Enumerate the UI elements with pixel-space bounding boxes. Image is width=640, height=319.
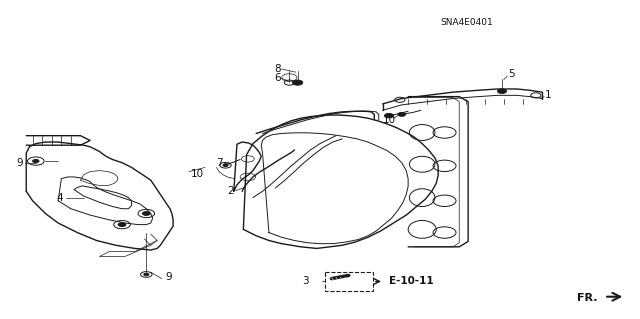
Text: 5: 5	[508, 69, 515, 79]
Text: E-10-11: E-10-11	[389, 277, 433, 286]
Circle shape	[118, 223, 126, 226]
Text: 6: 6	[274, 72, 280, 83]
Circle shape	[223, 164, 228, 167]
Text: FR.: FR.	[577, 293, 598, 303]
Circle shape	[144, 273, 149, 276]
Text: 4: 4	[57, 193, 63, 203]
Circle shape	[143, 211, 150, 215]
Text: SNA4E0401: SNA4E0401	[440, 18, 493, 27]
Text: 9: 9	[166, 272, 172, 282]
Text: 7: 7	[216, 158, 223, 168]
Circle shape	[497, 89, 506, 93]
Text: 10: 10	[383, 115, 396, 125]
Text: 10: 10	[191, 169, 204, 179]
Text: 9: 9	[17, 158, 23, 168]
Circle shape	[292, 80, 303, 85]
Bar	[325, 272, 373, 291]
Text: 2: 2	[227, 186, 234, 196]
Circle shape	[33, 160, 39, 163]
Circle shape	[385, 114, 394, 118]
Circle shape	[398, 113, 406, 116]
Text: 8: 8	[274, 64, 280, 74]
Text: 3: 3	[303, 277, 309, 286]
Text: 1: 1	[545, 90, 552, 100]
